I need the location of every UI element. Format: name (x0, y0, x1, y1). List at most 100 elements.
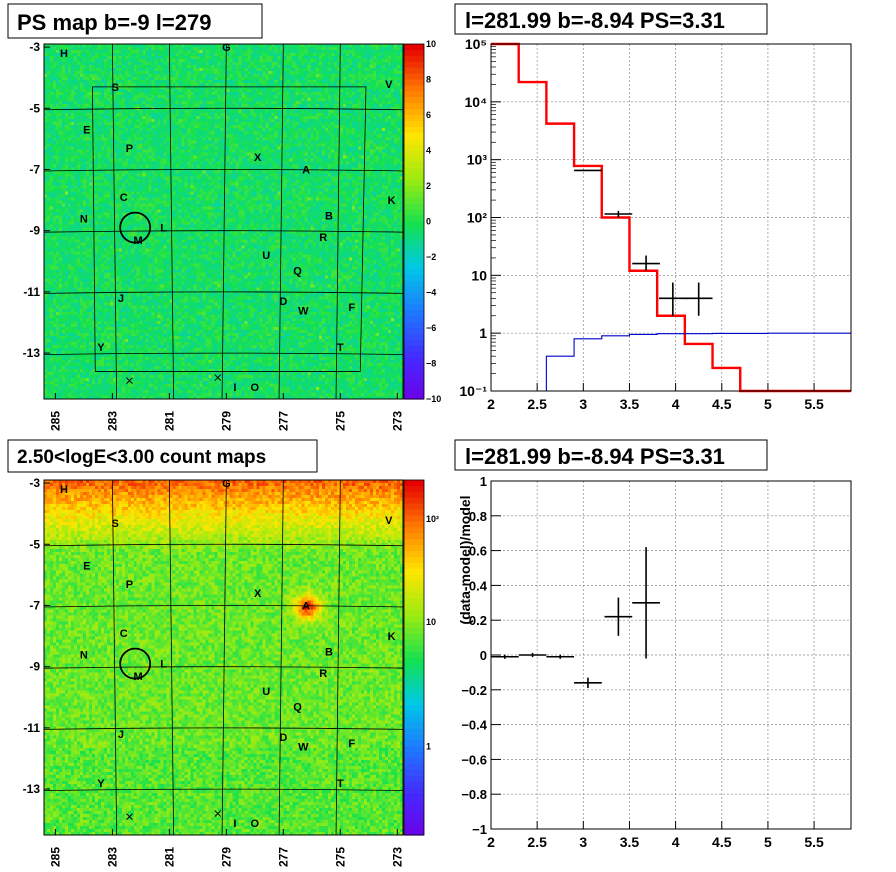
y-tick-label: -3 (29, 40, 40, 54)
colorbar-cell (404, 568, 424, 576)
source-label-q: Q (293, 265, 302, 277)
colorbar-tick-label: 10 (426, 617, 436, 627)
colorbar-tick-label: −8 (426, 359, 436, 369)
colorbar-cell (404, 787, 424, 795)
colorbar-tick-label: 0 (426, 217, 431, 227)
y-tick-label: -7 (29, 598, 40, 612)
colorbar-cell (404, 781, 424, 789)
colorbar-cell (404, 793, 424, 801)
source-label-o: O (251, 382, 260, 394)
colorbar-cell (404, 79, 424, 87)
colorbar-cell (404, 328, 424, 335)
colorbar-tick-label: −10 (426, 394, 441, 404)
y-tick-label: −1 (472, 822, 487, 837)
y-tick-label: -3 (29, 476, 40, 490)
source-label-v: V (385, 515, 393, 527)
colorbar-tick-label: 4 (426, 146, 431, 156)
x-tick-label: 273 (390, 411, 404, 431)
colorbar-cell (404, 351, 424, 359)
colorbar-cell (404, 85, 424, 92)
source-label-g: G (222, 42, 231, 54)
source-label-d: D (279, 732, 287, 744)
colorbar-cell (404, 103, 424, 110)
colorbar-cell (404, 186, 424, 193)
colorbar-cell (404, 245, 424, 252)
colorbar-cell (404, 345, 424, 353)
colorbar-cell (404, 539, 424, 546)
colorbar-cell (404, 698, 424, 706)
colorbar-cell (404, 485, 424, 493)
source-label-g: G (222, 478, 231, 490)
source-label-x: X (254, 588, 262, 600)
colorbar-cell (404, 722, 424, 730)
colorbar-cell (404, 758, 424, 765)
colorbar-cell (404, 610, 424, 617)
colorbar-frame (403, 479, 425, 836)
y-tick-label: 0.4 (469, 578, 488, 593)
colorbar-cell (404, 387, 424, 394)
colorbar-cell (404, 752, 424, 759)
colorbar-cell (404, 687, 424, 694)
x-tick-label: 5.5 (804, 396, 824, 412)
grid-meridian (221, 43, 227, 400)
colorbar-cell (404, 262, 424, 270)
colorbar-cell (404, 811, 424, 818)
source-label-r: R (319, 232, 327, 244)
colorbar-cell (404, 233, 424, 240)
colorbar-cell (404, 728, 424, 736)
cross-marker (214, 374, 222, 381)
y-tick-label: -5 (29, 537, 40, 551)
colorbar-cell (404, 598, 424, 605)
colorbar-cell (404, 251, 424, 258)
colorbar-cell (404, 663, 424, 670)
grid-meridian (278, 43, 284, 400)
colorbar-cell (404, 174, 424, 181)
colorbar-cell (404, 304, 424, 311)
colorbar-tick-label: 8 (426, 75, 431, 85)
colorbar-cell (404, 156, 424, 163)
colorbar-cell (404, 622, 424, 629)
colorbar-tick-label: 10² (426, 514, 439, 524)
y-tick-label: −0.2 (461, 683, 487, 698)
colorbar-cell (404, 497, 424, 505)
colorbar-cell (404, 805, 424, 812)
colorbar-tick-label: −2 (426, 252, 436, 262)
source-label-d: D (279, 296, 287, 308)
model-source-step-line (491, 332, 851, 392)
residual-title: l=281.99 b=-8.94 PS=3.31 (454, 439, 768, 471)
grid-meridian (278, 479, 284, 836)
x-tick-label: 4.5 (712, 834, 732, 850)
colorbar-tick-label: 6 (426, 110, 431, 120)
residual-title-text: l=281.99 b=-8.94 PS=3.31 (465, 444, 725, 469)
map-frame (43, 43, 404, 400)
y-tick-label: -11 (23, 285, 40, 299)
colorbar-cell (404, 144, 424, 152)
colorbar-cell (404, 44, 424, 51)
x-tick-label: 279 (219, 411, 233, 431)
x-tick-label: 277 (276, 847, 290, 867)
count-map-title: 2.50<logE<3.00 count maps (7, 439, 318, 473)
colorbar-cell (404, 604, 424, 611)
colorbar-cell (404, 480, 424, 487)
cross-marker (126, 813, 133, 820)
grid-meridian (335, 479, 341, 836)
spectrum-title: l=281.99 b=-8.94 PS=3.31 (454, 3, 768, 35)
source-label-k: K (388, 631, 396, 643)
x-tick-label: 281 (162, 411, 176, 431)
colorbar-cell (404, 381, 424, 388)
colorbar-cell (404, 239, 424, 246)
source-label-w: W (298, 305, 309, 317)
colorbar-cell (404, 716, 424, 724)
colorbar-cell (404, 799, 424, 807)
y-tick-label: -13 (23, 782, 41, 796)
colorbar-cell (404, 586, 424, 594)
y-tick-label: 1 (479, 325, 487, 341)
colorbar-tick-label: −6 (426, 323, 436, 333)
source-label-j: J (118, 293, 124, 305)
source-label-b: B (325, 210, 333, 222)
colorbar-cell (404, 91, 424, 98)
colorbar-cell (404, 491, 424, 499)
spectrum-panel: 2 2.5 3 3.5 4 4.5 5 5.5 10⁻¹ 1 10 10² 10³ 10⁴ 10⁵ (459, 36, 852, 412)
source-label-h: H (60, 484, 68, 496)
colorbar-cell (404, 357, 424, 365)
